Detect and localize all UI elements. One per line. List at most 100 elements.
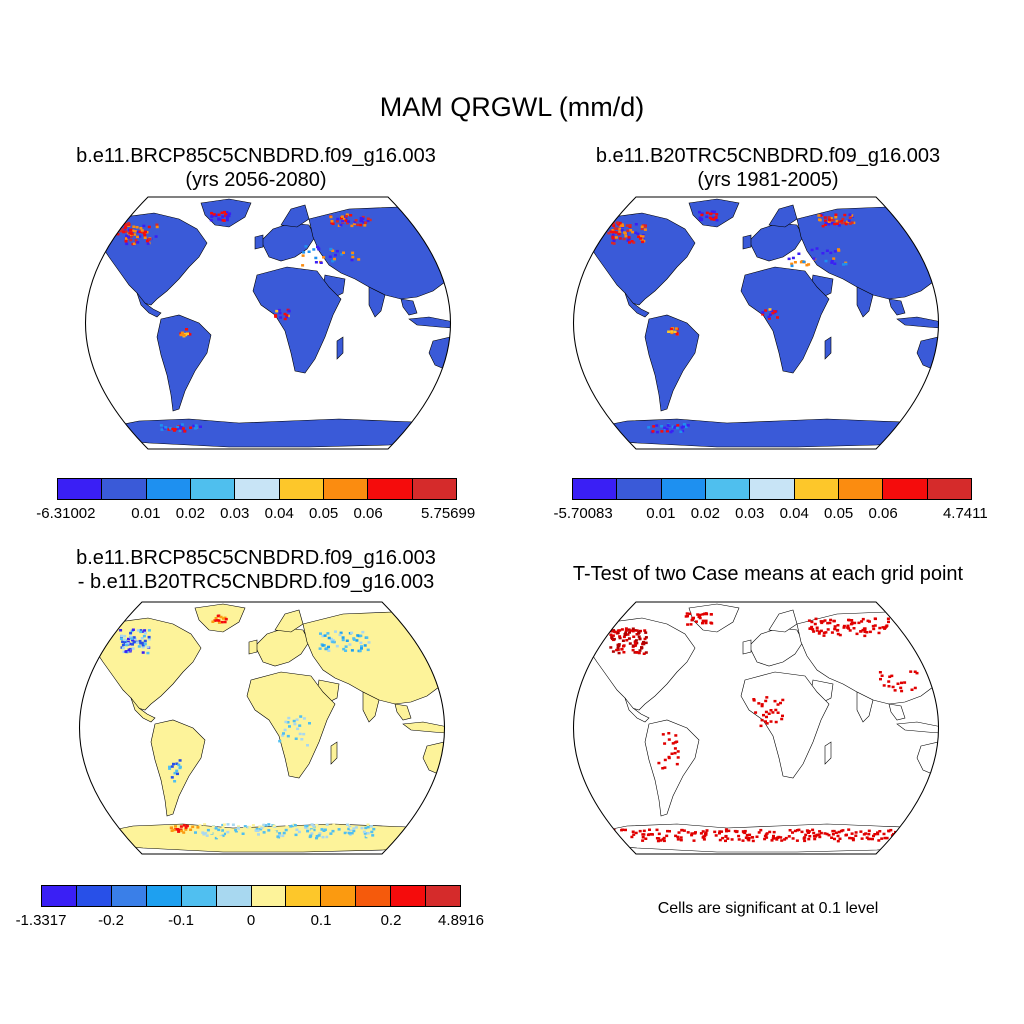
grid-cell [682, 423, 686, 426]
grid-cell [360, 645, 363, 648]
colorbar-swatch [42, 886, 77, 906]
grid-cell [630, 835, 634, 839]
grid-cell [282, 831, 286, 835]
grid-cell [447, 231, 451, 235]
grid-cell [940, 638, 943, 641]
panel-3-case-a: b.e11.BRCP85C5CNBDRD.f09_g16.003 [76, 547, 436, 569]
grid-cell [775, 838, 779, 841]
grid-cell [123, 641, 127, 644]
landmass-madagascar [336, 336, 344, 360]
grid-cell [441, 234, 445, 237]
grid-cell [335, 644, 339, 648]
grid-cell [601, 222, 605, 226]
grid-cell [449, 230, 451, 233]
grid-cell [768, 308, 772, 311]
grid-cell [939, 635, 942, 638]
grid-cell [871, 624, 875, 628]
grid-cell [192, 424, 196, 428]
grid-cell [310, 829, 314, 832]
grid-cell [186, 332, 189, 335]
grid-cell [806, 830, 810, 833]
grid-cell [764, 710, 768, 714]
grid-cell [831, 219, 835, 222]
grid-cell [284, 828, 288, 832]
grid-cell [680, 828, 684, 832]
grid-cell [865, 631, 869, 634]
grid-cell [241, 832, 245, 835]
colorbar-swatch [323, 479, 369, 499]
grid-cell [125, 643, 129, 647]
grid-cell [147, 629, 151, 632]
grid-cell [199, 425, 202, 428]
grid-cell [827, 223, 831, 226]
grid-cell [641, 233, 645, 237]
grid-cell [325, 823, 329, 826]
grid-cell [124, 225, 128, 229]
grid-cell [647, 426, 651, 429]
landmass-antarctica [82, 823, 445, 853]
grid-cell [346, 823, 349, 826]
grid-cell [780, 717, 784, 721]
grid-cell [846, 220, 850, 224]
grid-cell [807, 619, 811, 622]
colorbar-swatch [146, 479, 191, 499]
grid-cell [837, 224, 841, 227]
grid-cell [823, 832, 827, 835]
grid-cell [815, 247, 819, 250]
grid-cell [611, 650, 615, 653]
grid-cell [776, 711, 780, 714]
grid-cell [446, 228, 450, 231]
grid-cell [945, 225, 948, 228]
grid-cell [451, 625, 454, 628]
grid-cell [455, 231, 458, 234]
grid-cell [705, 829, 709, 832]
grid-cell [673, 330, 677, 334]
grid-cell [178, 429, 182, 433]
grid-cell [848, 222, 852, 225]
grid-cell [861, 617, 865, 621]
grid-cell [923, 832, 927, 835]
grid-cell [939, 634, 942, 637]
grid-cell [952, 635, 955, 638]
landmass-australia [916, 334, 939, 376]
grid-cell [176, 828, 180, 831]
grid-cell [730, 838, 734, 841]
grid-cell [655, 837, 659, 840]
grid-cell [362, 221, 366, 224]
grid-cell [315, 836, 318, 840]
grid-cell [616, 221, 619, 224]
grid-cell [440, 233, 444, 236]
grid-cell [940, 234, 943, 237]
grid-cell [248, 825, 252, 829]
grid-cell [341, 638, 345, 642]
grid-cell [359, 219, 363, 222]
grid-cell [819, 214, 823, 217]
grid-cell [833, 627, 837, 631]
grid-cell [287, 716, 291, 720]
grid-cell [843, 213, 847, 217]
grid-cell [350, 831, 354, 835]
map-border [573, 196, 939, 450]
grid-cell [234, 828, 238, 832]
grid-cell [611, 229, 615, 232]
grid-cell [218, 831, 222, 835]
grid-cell [914, 829, 918, 833]
grid-cell [278, 311, 282, 315]
grid-cell [339, 223, 343, 227]
grid-cell [872, 627, 876, 631]
grid-cell [952, 636, 955, 639]
grid-cell [834, 831, 838, 834]
landmass-southAmerica [150, 719, 206, 817]
grid-cell [295, 828, 299, 831]
grid-cell [637, 651, 641, 655]
grid-cell [945, 225, 948, 228]
grid-cell [146, 651, 150, 655]
grid-cell [627, 236, 631, 239]
grid-cell [446, 634, 449, 637]
grid-cell [342, 647, 346, 651]
grid-cell [939, 636, 942, 639]
grid-cell [331, 249, 335, 252]
grid-cell [123, 638, 127, 641]
grid-cell [333, 257, 336, 261]
grid-cell [842, 626, 846, 629]
